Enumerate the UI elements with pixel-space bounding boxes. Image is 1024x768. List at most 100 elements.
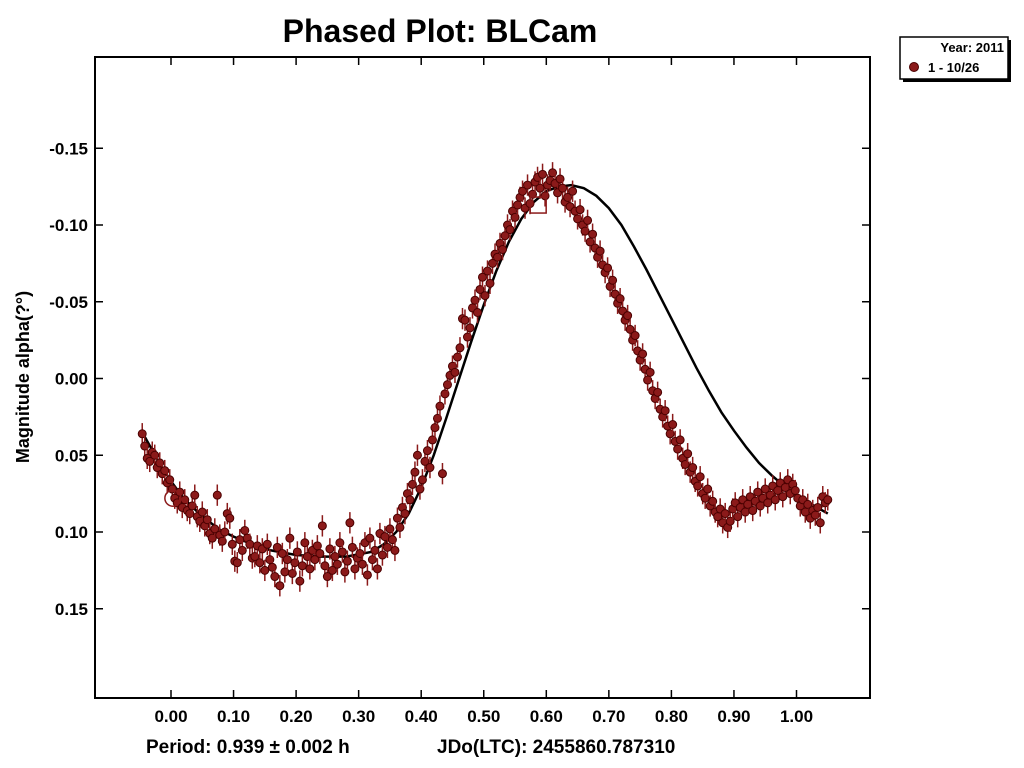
data-point [347, 542, 357, 552]
plot-frame [94, 56, 871, 699]
data-point [332, 559, 342, 569]
data-point [197, 507, 207, 517]
data-point [372, 564, 382, 574]
data-point [460, 315, 470, 325]
data-point [362, 570, 372, 580]
data-point [300, 538, 310, 548]
data-point [417, 475, 427, 485]
data-point [405, 495, 415, 505]
data-point [498, 245, 508, 255]
data-point [518, 186, 528, 196]
data-point [455, 343, 465, 353]
y-tick-label: -0.05 [49, 293, 88, 312]
data-point [370, 545, 380, 555]
y-axis-label: Magnitude alpha(?°) [13, 291, 33, 463]
data-point [603, 263, 613, 273]
data-point [212, 490, 222, 500]
data-point [450, 367, 460, 377]
x-tick-label: 0.40 [405, 707, 438, 726]
data-point [400, 509, 410, 519]
data-point [310, 555, 320, 565]
data-point [317, 521, 327, 531]
data-point [210, 524, 220, 534]
data-point [437, 469, 447, 479]
data-point [645, 367, 655, 377]
data-point [270, 572, 280, 582]
data-point [225, 513, 235, 523]
data-point [260, 565, 270, 575]
data-point [575, 205, 585, 215]
data-point [435, 401, 445, 411]
data-point [357, 559, 367, 569]
data-point [583, 215, 593, 225]
data-point [638, 349, 648, 359]
x-tick-label: 0.80 [655, 707, 688, 726]
legend: Year: 2011 1 - 10/26 [899, 36, 1011, 82]
data-point [342, 556, 352, 566]
data-point [480, 291, 490, 301]
data-point [720, 509, 730, 519]
data-point [623, 311, 633, 321]
data-point [630, 331, 640, 341]
data-point [568, 186, 578, 196]
y-tick-label: 0.10 [55, 523, 88, 542]
legend-box [899, 36, 1009, 80]
data-point [262, 539, 272, 549]
y-tick-label: -0.15 [49, 139, 88, 158]
data-point [285, 533, 295, 543]
fit-curve [141, 183, 829, 558]
data-point [703, 484, 713, 494]
data-point [688, 463, 698, 473]
data-point [608, 275, 618, 285]
data-point [325, 544, 335, 554]
data-point [220, 527, 230, 537]
data-point [255, 558, 265, 568]
data-points-layer [137, 162, 833, 597]
data-point [422, 446, 432, 456]
data-point [297, 561, 307, 571]
data-point [245, 539, 255, 549]
data-point [327, 565, 337, 575]
legend-series-marker [909, 62, 919, 72]
data-point [675, 435, 685, 445]
data-point [760, 484, 770, 494]
data-point [395, 522, 405, 532]
data-point [485, 278, 495, 288]
data-point [803, 499, 813, 509]
x-tick-label: 0.20 [280, 707, 313, 726]
data-point [272, 542, 282, 552]
legend-year: Year: 2011 [940, 40, 1004, 55]
data-point [493, 252, 503, 262]
data-point [237, 545, 247, 555]
data-point [377, 550, 387, 560]
x-axis-ticks: 0.00 0.10 0.20 0.30 0.40 0.50 0.60 0.70 0.80 0.90… [154, 57, 813, 726]
data-point [365, 533, 375, 543]
data-point [660, 406, 670, 416]
data-point [668, 420, 678, 430]
data-point [558, 183, 568, 193]
chart-title: Phased Plot: BLCam [283, 13, 598, 49]
x-tick-label: 0.00 [154, 707, 187, 726]
data-point [315, 548, 325, 558]
x-tick-label: 0.10 [217, 707, 250, 726]
data-point [202, 515, 212, 525]
x-tick-label: 0.70 [592, 707, 625, 726]
y-axis-ticks: -0.15 -0.10 -0.05 0.00 0.05 0.10 0.15 [49, 139, 870, 619]
data-point [277, 548, 287, 558]
x-tick-label: 1.00 [780, 707, 813, 726]
data-point [813, 502, 823, 512]
y-tick-label: 0.15 [55, 600, 88, 619]
data-point [337, 547, 347, 557]
data-point [477, 272, 487, 282]
legend-series-label: 1 - 10/26 [928, 60, 979, 75]
data-point [535, 183, 545, 193]
data-point [505, 225, 515, 235]
data-point [232, 558, 242, 568]
data-point [410, 467, 420, 477]
data-point [465, 323, 475, 333]
y-tick-label: 0.00 [55, 370, 88, 389]
marker-square [529, 196, 547, 214]
period-label: Period: 0.939 ± 0.002 h [146, 737, 350, 758]
data-point [282, 555, 292, 565]
data-point [382, 542, 392, 552]
